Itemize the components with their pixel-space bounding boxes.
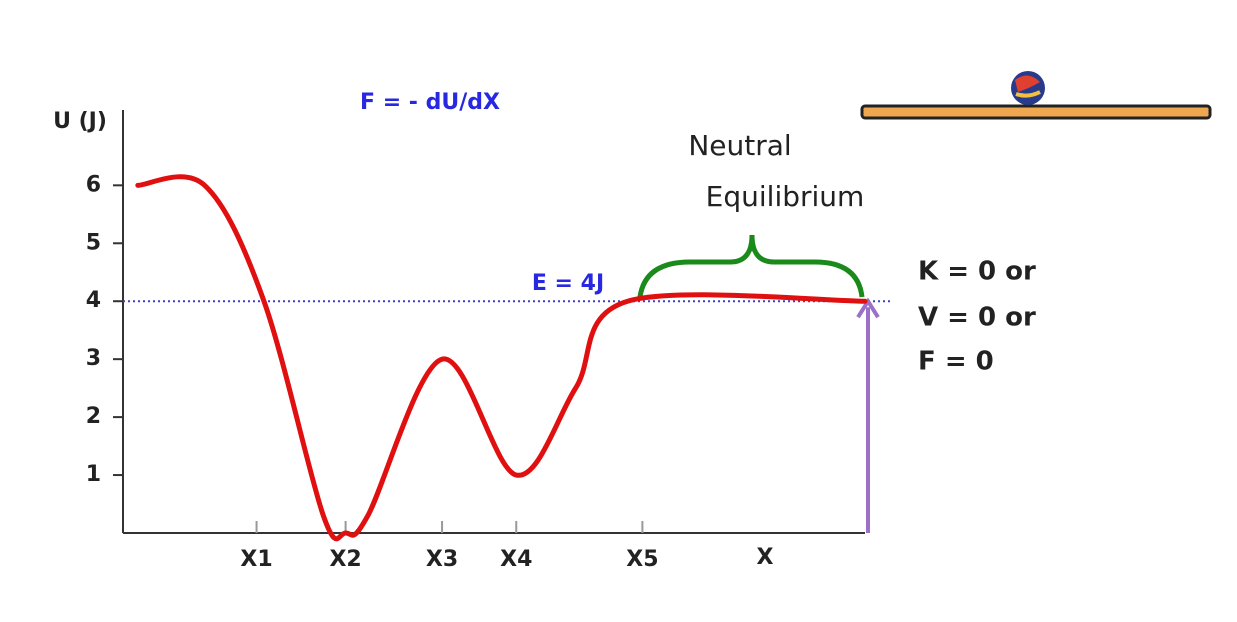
y-tick-label: 1: [86, 462, 101, 487]
chart-title: F = - dU/dX: [360, 90, 500, 115]
x-tick-label: X5: [626, 547, 658, 572]
condition: V = 0 or: [918, 303, 1036, 333]
y-tick-label: 4: [86, 288, 101, 313]
y-tick-label: 6: [86, 172, 101, 197]
chart: F = - dU/dX U (J) X Neutral Equilibrium …: [0, 0, 1237, 622]
background: [0, 0, 1237, 622]
page: F = - dU/dX U (J) X Neutral Equilibrium …: [0, 0, 1237, 622]
x-tick-label: X3: [426, 547, 458, 572]
x-axis-label: X: [757, 545, 774, 570]
annotation: Equilibrium: [706, 180, 865, 213]
y-tick-label: 5: [86, 230, 101, 255]
y-axis-label: U (J): [53, 109, 107, 134]
x-tick-label: X4: [500, 547, 532, 572]
y-tick-label: 3: [86, 346, 101, 371]
y-tick-label: 2: [86, 404, 101, 429]
condition: F = 0: [918, 347, 994, 377]
x-tick-label: X2: [329, 547, 361, 572]
condition: K = 0 or: [918, 257, 1036, 287]
x-tick-label: X1: [240, 547, 272, 572]
energy-label: E = 4J: [532, 271, 604, 296]
annotation: Neutral: [688, 129, 791, 162]
